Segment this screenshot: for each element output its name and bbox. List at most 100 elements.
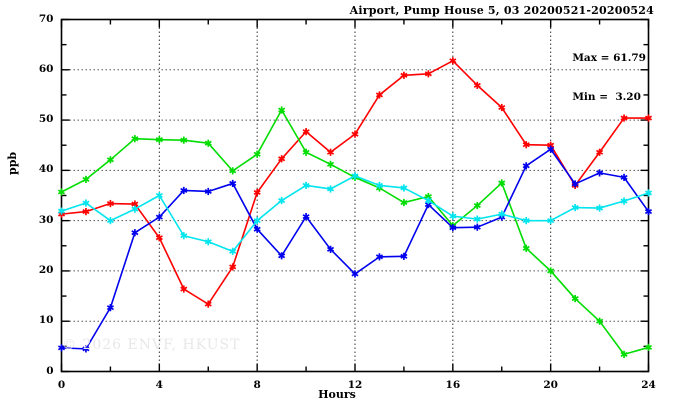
series-blue-marker: [326, 245, 335, 253]
series-blue-marker: [375, 253, 384, 261]
series-cyan-marker: [400, 184, 408, 192]
series-green-marker: [326, 160, 335, 168]
series-cyan-marker: [204, 238, 212, 246]
series-green-marker: [204, 139, 212, 147]
grid-lines: [61, 19, 649, 372]
x-tick-label: 16: [445, 378, 461, 391]
series-red-marker: [498, 103, 506, 112]
series-cyan-marker: [302, 181, 310, 190]
series-red-marker: [522, 141, 530, 149]
series-red-marker: [82, 207, 90, 216]
series-blue-marker: [547, 145, 555, 153]
y-tick-label: 0: [46, 364, 54, 377]
x-tick-label: 8: [253, 378, 261, 391]
x-tick-label: 12: [347, 378, 363, 391]
stats-annotation-box: Max = 61.79 Min = 3.20: [572, 26, 646, 130]
series-red-marker: [596, 148, 604, 156]
series-red-marker: [644, 114, 653, 122]
series-red-marker: [253, 188, 261, 197]
series-green-marker: [106, 156, 114, 164]
series-red-marker: [400, 71, 408, 79]
y-tick-label: 30: [38, 213, 54, 226]
series-red-marker: [351, 130, 359, 138]
series-cyan-marker: [106, 217, 114, 225]
series-cyan-marker: [498, 210, 506, 218]
series-blue-marker: [302, 213, 310, 221]
series-green-marker: [82, 175, 90, 184]
series-cyan-marker: [57, 207, 66, 215]
y-tick-label: 20: [38, 263, 54, 276]
series-green-marker: [547, 267, 555, 275]
x-axis-label: Hours: [318, 388, 356, 401]
series-green-marker: [400, 198, 408, 207]
min-value-label: Min = 3.20: [572, 91, 641, 103]
series-cyan-marker: [449, 212, 457, 220]
series-red-marker: [473, 81, 481, 89]
y-tick-label: 10: [38, 314, 54, 327]
series-cyan-marker: [326, 185, 335, 193]
series-cyan-marker: [155, 191, 163, 200]
series-green-marker: [278, 106, 286, 114]
series-green-marker: [302, 148, 310, 156]
series-cyan-marker: [596, 204, 604, 212]
series-green-marker: [473, 201, 481, 210]
series-green-marker: [571, 294, 579, 303]
x-tick-label: 0: [57, 378, 66, 391]
series-red-marker: [424, 70, 432, 78]
series-cyan-marker: [547, 217, 555, 225]
series-cyan-marker: [229, 247, 237, 255]
series-cyan-marker: [473, 215, 481, 223]
x-tick-label: 20: [543, 378, 558, 391]
series-red-marker: [180, 285, 188, 293]
series-red-marker: [375, 91, 384, 99]
series-red-marker: [155, 234, 163, 242]
series-green-marker: [131, 135, 139, 143]
series-blue-marker: [131, 229, 139, 237]
series-green-marker: [596, 317, 604, 325]
series-cyan-marker: [253, 217, 261, 225]
series-red: [57, 57, 653, 308]
y-tick-label: 70: [38, 12, 54, 25]
series-blue-marker: [180, 186, 188, 195]
series-green-marker: [229, 167, 237, 175]
series-cyan-marker: [522, 217, 530, 225]
chart-title: Airport, Pump House 5, 03 20200521-20200…: [349, 4, 654, 17]
series-blue-marker: [473, 223, 481, 231]
series-cyan-marker: [351, 172, 359, 180]
series-blue-marker: [449, 224, 457, 232]
series-green-marker: [57, 188, 66, 196]
series-blue-marker: [596, 169, 604, 177]
series-red-marker: [449, 57, 457, 65]
series-blue-marker: [82, 345, 90, 353]
series-green-marker: [253, 150, 261, 158]
series-green-marker: [620, 350, 628, 359]
series-cyan-marker: [620, 197, 628, 205]
series-blue-marker: [253, 225, 261, 233]
series-green-marker: [498, 179, 506, 187]
series-red-marker: [326, 148, 335, 156]
series-red-marker: [302, 128, 310, 136]
y-tick-label: 50: [38, 113, 54, 126]
series-red-marker: [106, 199, 114, 208]
max-value-label: Max = 61.79: [572, 52, 646, 64]
series-cyan-marker: [278, 196, 286, 205]
series-blue-marker: [278, 252, 286, 260]
series-green-marker: [155, 136, 163, 144]
data-series-group: [57, 57, 653, 359]
series-red-marker: [620, 114, 628, 122]
series-cyan: [57, 172, 653, 255]
series-blue-marker: [644, 207, 653, 216]
series-cyan-marker: [82, 199, 90, 207]
series-cyan-marker: [644, 189, 653, 197]
series-cyan-marker: [571, 203, 579, 212]
series-blue-marker: [571, 180, 579, 188]
x-tick-label: 4: [155, 378, 163, 391]
series-cyan-marker: [424, 196, 432, 205]
series-blue-marker: [400, 252, 408, 260]
x-tick-label: 24: [641, 378, 656, 391]
series-blue: [57, 145, 653, 353]
series-blue-marker: [351, 270, 359, 278]
series-blue-marker: [106, 304, 114, 312]
series-red-marker: [278, 155, 286, 163]
